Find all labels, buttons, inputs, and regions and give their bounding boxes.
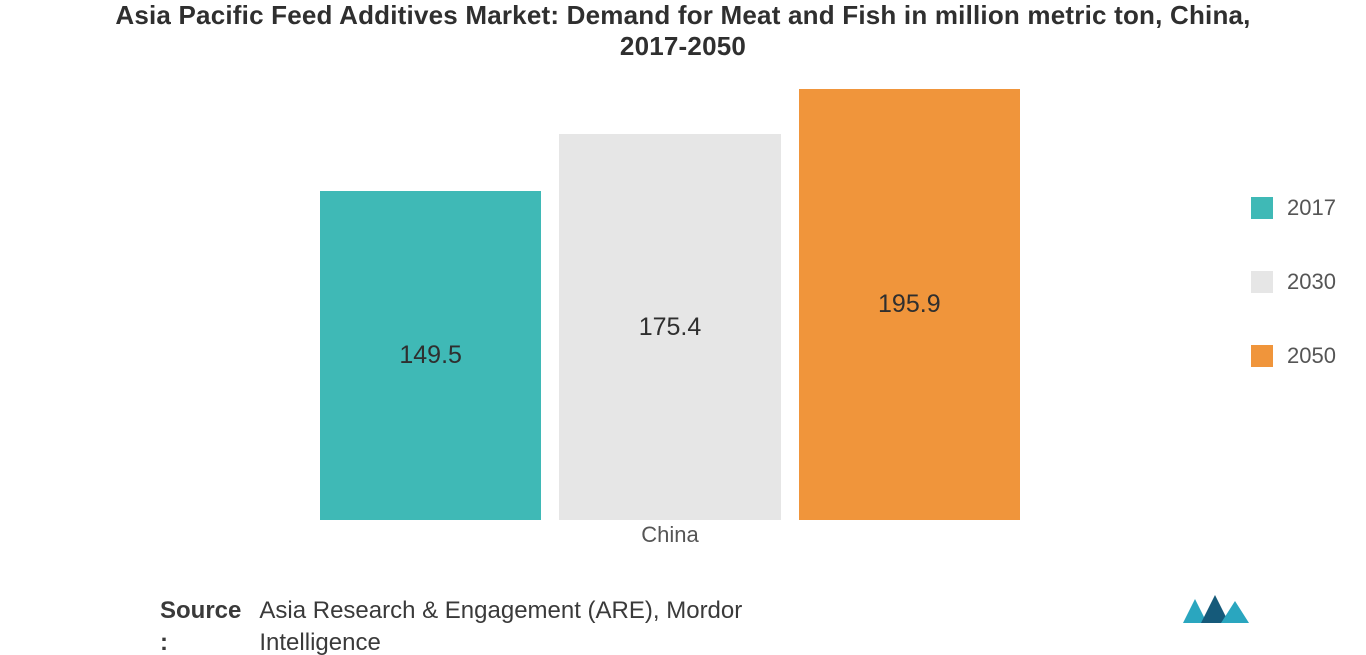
mordor-logo-icon bbox=[1181, 593, 1251, 627]
bar-value-label: 149.5 bbox=[399, 341, 462, 370]
bar-value-label: 175.4 bbox=[639, 313, 702, 342]
bar-2030: 175.4 bbox=[559, 134, 780, 520]
chart-title-line1: Asia Pacific Feed Additives Market: Dema… bbox=[0, 0, 1366, 31]
plot-region: China 149.5175.4195.9 bbox=[320, 80, 1020, 520]
source-value: Asia Research & Engagement (ARE), Mordor… bbox=[259, 595, 819, 655]
legend-swatch bbox=[1251, 345, 1273, 367]
bar-2017: 149.5 bbox=[320, 191, 541, 520]
legend-label: 2017 bbox=[1287, 195, 1336, 221]
chart-title: Asia Pacific Feed Additives Market: Dema… bbox=[0, 0, 1366, 62]
legend-swatch bbox=[1251, 271, 1273, 293]
bar-2050: 195.9 bbox=[799, 89, 1020, 520]
legend-item-2030: 2030 bbox=[1251, 269, 1336, 295]
legend-label: 2050 bbox=[1287, 343, 1336, 369]
legend-label: 2030 bbox=[1287, 269, 1336, 295]
chart-title-line2: 2017-2050 bbox=[0, 31, 1366, 62]
legend-swatch bbox=[1251, 197, 1273, 219]
x-axis-label: China bbox=[641, 522, 698, 548]
source-key: Source : bbox=[160, 595, 241, 655]
legend: 2017 2030 2050 bbox=[1251, 195, 1336, 417]
legend-item-2050: 2050 bbox=[1251, 343, 1336, 369]
bar-value-label: 195.9 bbox=[878, 290, 941, 319]
chart-area: China 149.5 175.4 195.9 bbox=[320, 80, 1020, 550]
legend-item-2017: 2017 bbox=[1251, 195, 1336, 221]
chart-container: Asia Pacific Feed Additives Market: Dema… bbox=[0, 0, 1366, 655]
source-row: Source : Asia Research & Engagement (ARE… bbox=[160, 595, 1210, 655]
